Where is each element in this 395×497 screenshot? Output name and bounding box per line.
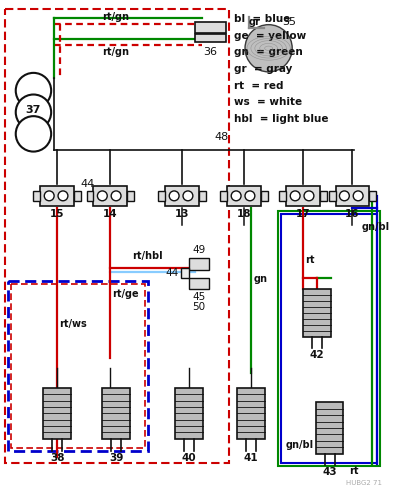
Bar [278,211,380,467]
Text: 49: 49 [192,245,205,255]
Bar [165,186,199,206]
Bar [189,277,209,289]
Text: ge  = yellow: ge = yellow [234,30,307,41]
Circle shape [58,191,68,201]
Circle shape [245,191,255,201]
Text: 18: 18 [237,209,251,219]
Text: gn: gn [254,274,268,284]
Bar [158,191,165,201]
Bar [286,186,320,206]
Text: 17: 17 [296,209,310,219]
Bar [87,191,94,201]
Text: 43: 43 [322,467,337,478]
Bar [189,258,209,270]
Circle shape [16,73,51,108]
Text: rt/gn: rt/gn [103,47,130,57]
Text: HUBG2 71: HUBG2 71 [346,480,382,486]
Text: 13: 13 [175,209,189,219]
Text: rt: rt [305,255,314,265]
Text: rt/gn: rt/gn [103,12,130,22]
Text: 37: 37 [26,105,41,115]
Bar [175,388,203,439]
Bar [261,191,268,201]
Circle shape [353,191,363,201]
Text: bl  = blue: bl = blue [234,14,291,24]
Circle shape [290,191,300,201]
Bar [335,186,369,206]
Text: gn/bl: gn/bl [286,440,314,450]
Text: 40: 40 [182,453,196,463]
Bar [279,191,286,201]
Bar [227,186,261,206]
Bar [329,191,335,201]
Text: 38: 38 [50,453,64,463]
Bar [5,9,229,464]
Bar [94,186,127,206]
Bar [195,33,226,42]
Circle shape [44,191,54,201]
Circle shape [169,191,179,201]
Text: gr: gr [249,17,261,27]
Circle shape [304,191,314,201]
Text: gn/bl: gn/bl [362,223,390,233]
Text: 36: 36 [203,47,218,57]
Text: 15: 15 [50,209,64,219]
Bar [102,388,130,439]
Bar [320,191,327,201]
Circle shape [339,191,349,201]
Text: 44: 44 [166,267,179,278]
Bar [369,191,376,201]
Bar [74,191,81,201]
Bar [8,281,148,451]
Text: gn  = green: gn = green [234,47,303,57]
Text: 44: 44 [81,179,95,189]
Bar [237,388,265,439]
Text: rt/hbl: rt/hbl [132,251,163,261]
Text: 39: 39 [109,453,123,463]
Bar [316,403,343,454]
Bar [181,268,189,277]
Circle shape [16,116,51,152]
Text: hbl  = light blue: hbl = light blue [234,114,329,124]
Bar [34,191,40,201]
Text: 42: 42 [310,350,324,360]
Bar [281,214,377,464]
Circle shape [98,191,107,201]
Text: 45: 45 [192,292,205,302]
Bar [220,191,227,201]
Text: 35: 35 [282,17,296,27]
Text: gr  = gray: gr = gray [234,64,293,74]
Bar [199,191,206,201]
Circle shape [16,94,51,130]
Bar [43,388,71,439]
Bar [303,289,331,336]
Circle shape [245,25,292,72]
Text: rt: rt [349,467,359,477]
Circle shape [231,191,241,201]
Text: 14: 14 [103,209,118,219]
Circle shape [111,191,121,201]
Circle shape [183,191,193,201]
Text: ws  = white: ws = white [234,97,302,107]
Text: 41: 41 [244,453,258,463]
Text: rt  = red: rt = red [234,81,284,91]
Bar [11,284,145,448]
Text: rt/ge: rt/ge [112,289,139,299]
Text: 16: 16 [345,209,359,219]
Text: 48: 48 [214,132,229,142]
Text: rt/ws: rt/ws [59,319,87,329]
Bar [40,186,74,206]
Bar [127,191,134,201]
Text: 50: 50 [192,302,205,312]
Bar [195,22,226,32]
